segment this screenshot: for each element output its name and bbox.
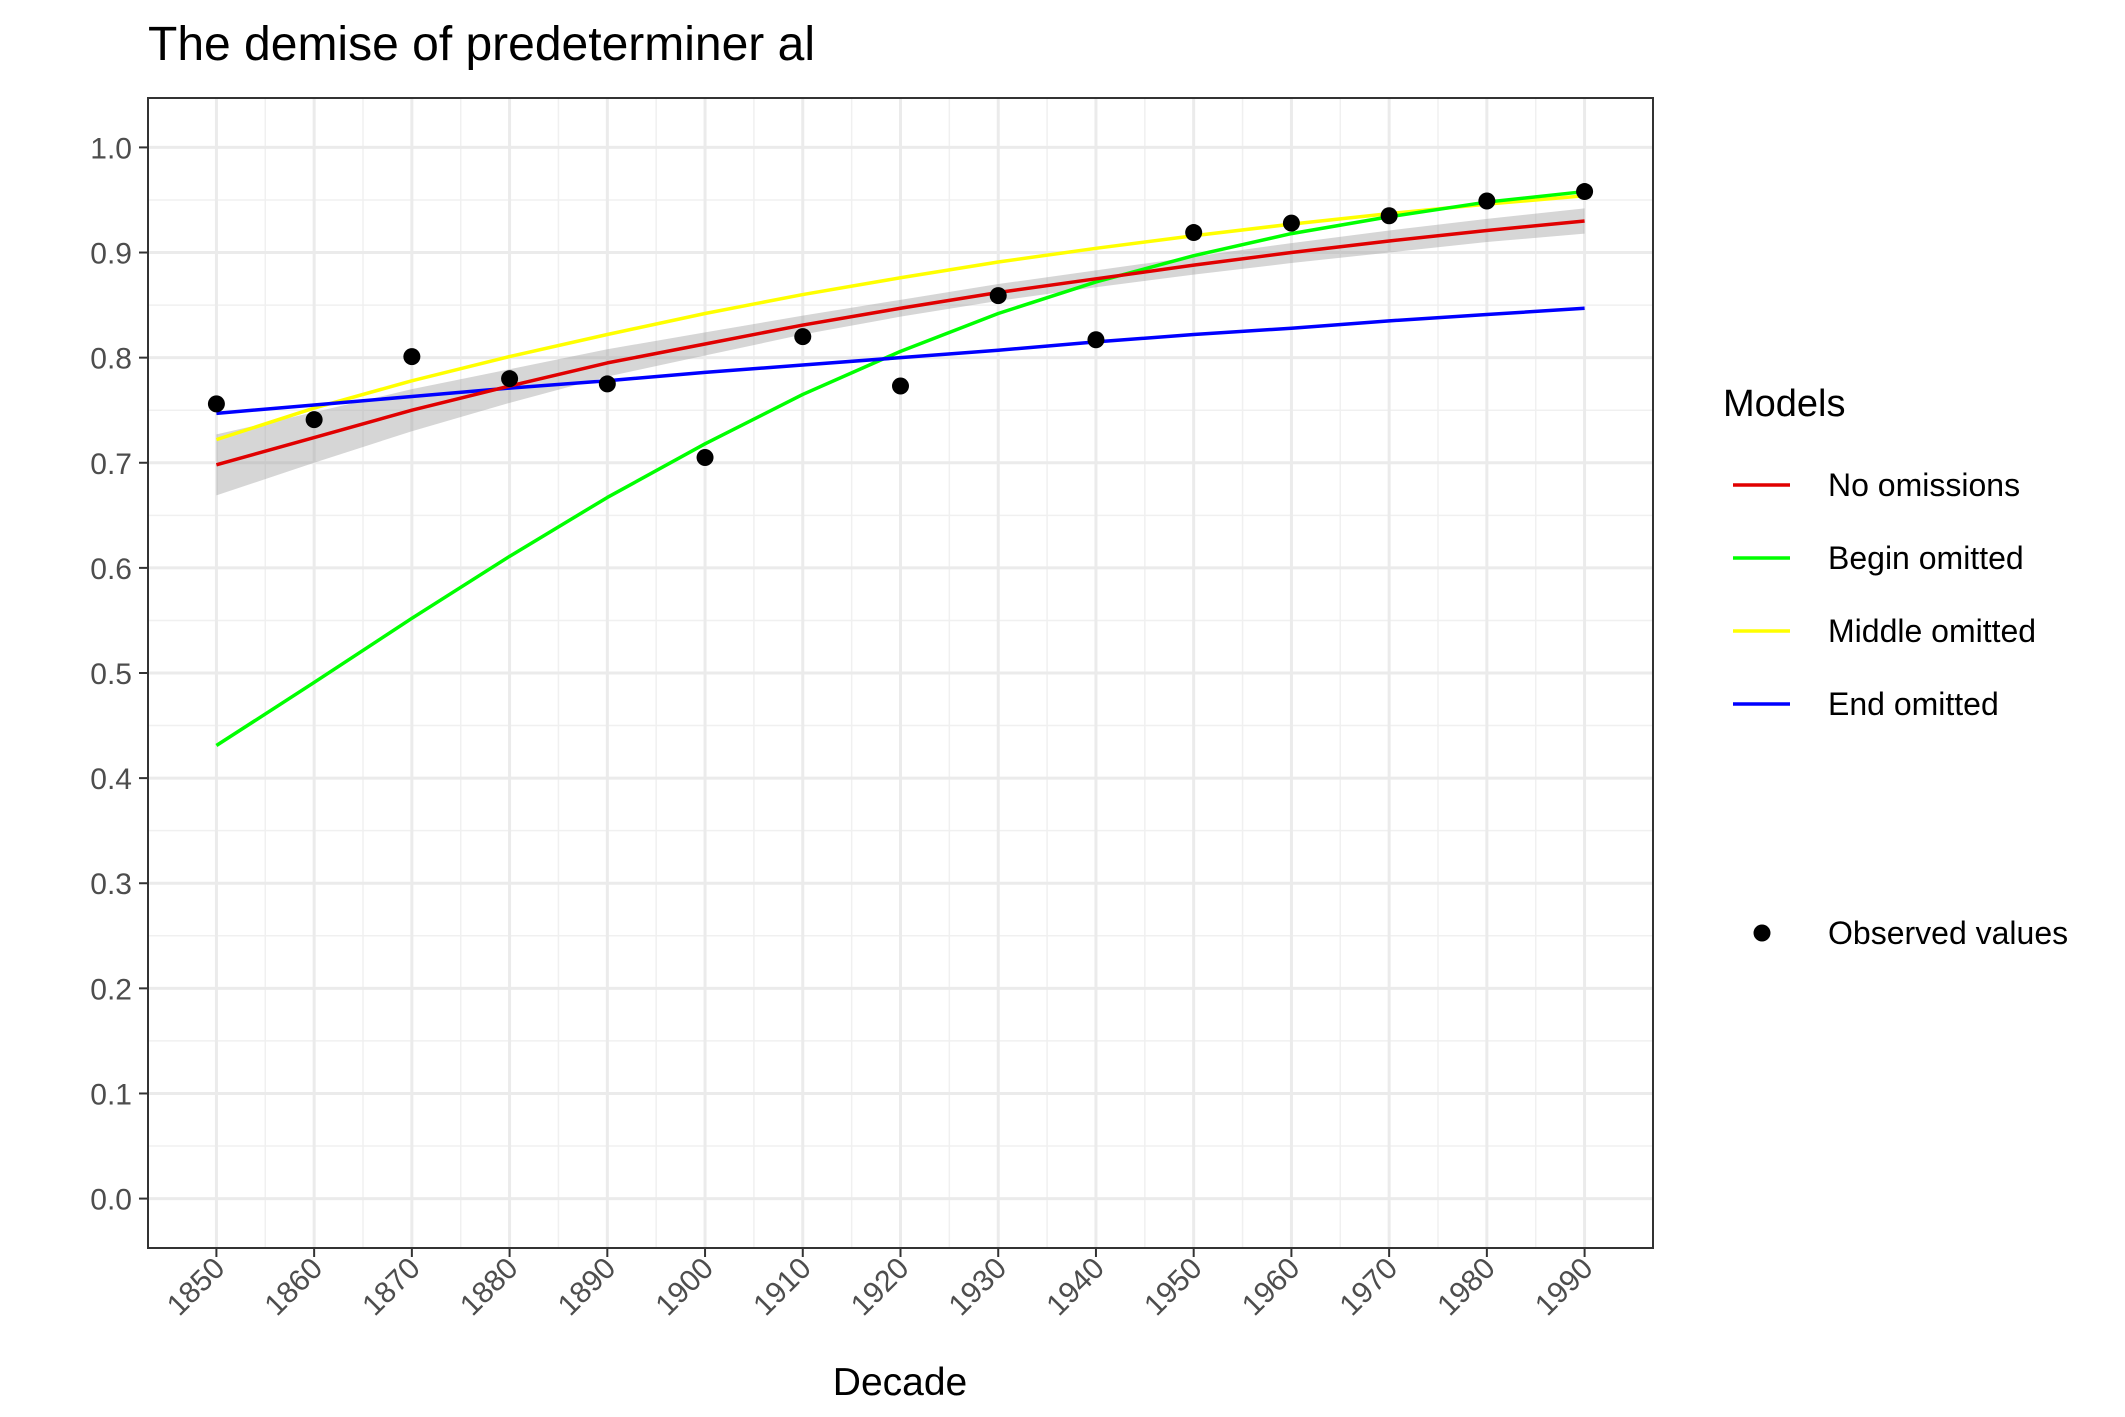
y-tick-label: 0.0 [90, 1184, 132, 1217]
y-tick-label: 0.7 [90, 448, 132, 481]
grid-major [148, 98, 1653, 1248]
observed-point [794, 328, 812, 346]
observed-point [1576, 183, 1594, 201]
observed-point [892, 377, 909, 395]
observed-point [1282, 214, 1300, 232]
observed-point [501, 370, 519, 388]
x-tick-label: 1860 [259, 1252, 330, 1323]
x-tick-label: 1880 [454, 1252, 525, 1323]
observed-point [305, 411, 323, 429]
y-axis: 0.0 0.1 0.2 0.3 0.4 0.5 0.6 0.7 0.8 0.9 1.0 [90, 132, 148, 1217]
x-axis-title: Decade [833, 1361, 967, 1404]
x-axis: 1850 1860 1870 1880 1890 1900 1910 1920 1930 1940… [161, 1248, 1600, 1322]
x-tick-label: 1970 [1334, 1252, 1405, 1323]
legend-label: Begin omitted [1828, 540, 2024, 576]
legend-label: Observed values [1828, 915, 2068, 951]
series-line [215, 194, 1585, 442]
x-tick-label: 1940 [1040, 1252, 1111, 1323]
x-tick-label: 1900 [649, 1252, 720, 1323]
legend-label: No omissions [1828, 467, 2020, 503]
x-tick-label: 1950 [1138, 1252, 1209, 1323]
y-tick-label: 0.8 [90, 343, 132, 376]
chart-title: The demise of predeterminer al [148, 18, 815, 71]
legend-title: Models [1723, 383, 1846, 425]
observed-points [207, 183, 1594, 467]
series-line [215, 189, 1585, 748]
x-tick-label: 1920 [845, 1252, 916, 1323]
y-tick-label: 0.1 [90, 1078, 132, 1111]
y-tick-label: 0.9 [90, 238, 132, 271]
observed-point [1185, 224, 1203, 242]
series-line [216, 306, 1585, 416]
observed-point [598, 375, 616, 393]
confidence-ribbon [216, 208, 1585, 496]
observed-point [1478, 192, 1496, 210]
x-tick-label: 1980 [1431, 1252, 1502, 1323]
observed-point [207, 395, 225, 413]
legend: Models No omissions Begin omitted Middle o… [1723, 383, 2068, 951]
observed-point [1380, 207, 1398, 225]
x-tick-label: 1990 [1529, 1252, 1600, 1323]
y-tick-label: 0.6 [90, 553, 132, 586]
observed-point [696, 449, 714, 467]
y-tick-label: 1.0 [90, 132, 132, 165]
x-tick-label: 1850 [161, 1252, 232, 1323]
confidence-ribbons [216, 208, 1585, 496]
legend-label: End omitted [1828, 686, 1999, 722]
x-tick-label: 1870 [356, 1252, 427, 1323]
y-tick-label: 0.2 [90, 973, 132, 1006]
x-tick-label: 1930 [943, 1252, 1014, 1323]
series-line [215, 219, 1585, 467]
plot-panel [147, 97, 1654, 1249]
y-tick-label: 0.4 [90, 763, 132, 796]
y-tick-label: 0.3 [90, 868, 132, 901]
legend-label: Middle omitted [1828, 613, 2036, 649]
x-tick-label: 1890 [552, 1252, 623, 1323]
legend-line-entries: No omissions Begin omitted Middle omitted E… [1733, 467, 2036, 722]
x-tick-label: 1910 [747, 1252, 818, 1323]
legend-point-entry: Observed values [1753, 915, 2068, 951]
observed-point [1087, 331, 1105, 349]
y-tick-label: 0.5 [90, 658, 132, 691]
legend-key [1753, 924, 1771, 942]
x-tick-label: 1960 [1236, 1252, 1307, 1323]
series-lines [215, 189, 1585, 748]
observed-point [403, 348, 421, 366]
observed-point [989, 287, 1007, 305]
